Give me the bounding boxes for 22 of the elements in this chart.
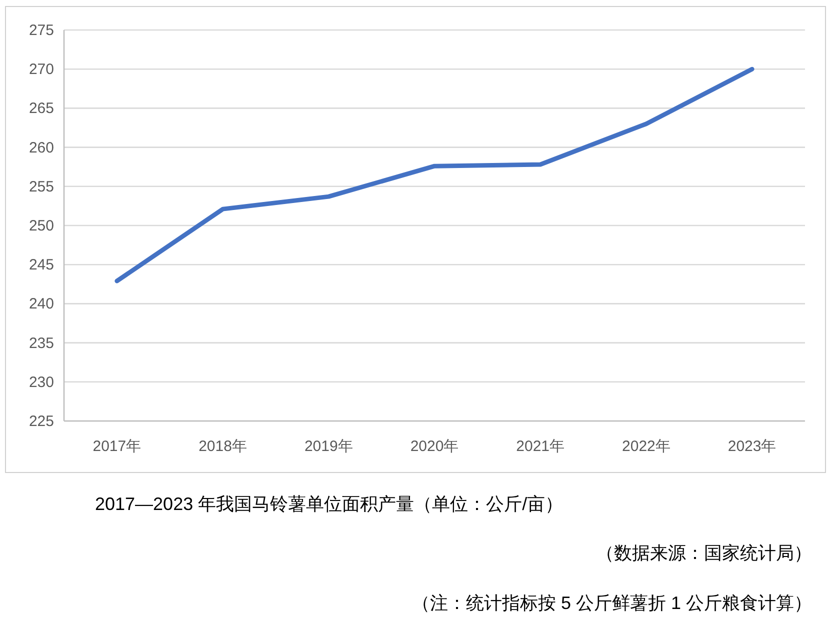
y-tick-label: 275: [28, 22, 54, 39]
x-tick-label: 2020年: [410, 438, 459, 455]
x-tick-label: 2018年: [198, 438, 247, 455]
y-tick-label: 250: [28, 218, 54, 234]
x-tick-label: 2017年: [92, 438, 142, 455]
text: 2017—2023 年我国马铃薯单位面积产量（单位：公斤/亩）: [95, 494, 564, 514]
x-tick-label: 2023年: [728, 438, 776, 455]
text: （数据来源：国家统计局）: [596, 543, 812, 563]
y-tick-label: 260: [28, 139, 54, 156]
y-tick-label: 240: [28, 296, 54, 313]
y-tick-label: 255: [28, 178, 54, 196]
line-series: [114, 66, 754, 284]
x-tick-label: 2021年: [516, 438, 565, 455]
y-tick-label: 265: [28, 100, 54, 118]
text: （注：统计指标按 5 公斤鲜薯折 1 公斤粮食计算）: [412, 593, 812, 613]
x-tick-label: 2019年: [304, 438, 353, 455]
y-tick-label: 245: [28, 256, 54, 274]
y-tick-label: 225: [28, 413, 54, 430]
y-tick-label: 230: [28, 374, 54, 391]
x-tick-label: 2022年: [622, 438, 670, 455]
y-tick-label: 270: [28, 61, 54, 78]
y-tick-label: 235: [28, 334, 54, 352]
